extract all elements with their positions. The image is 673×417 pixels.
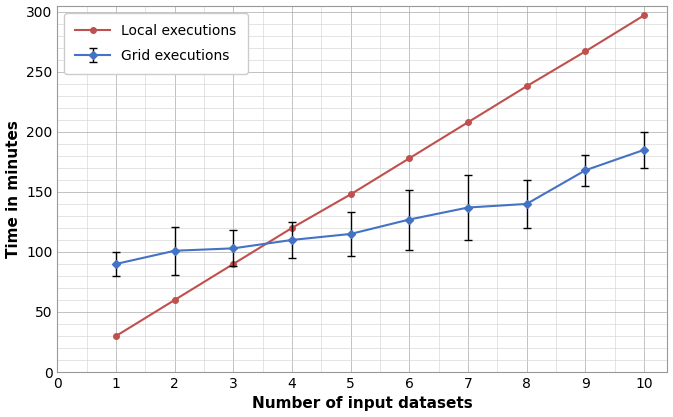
Local executions [581, 49, 590, 54]
Legend: Local executions, Grid executions: Local executions, Grid executions [65, 13, 248, 74]
X-axis label: Number of input datasets: Number of input datasets [252, 397, 472, 412]
Local executions [640, 13, 648, 18]
Line: Local executions: Local executions [113, 13, 647, 339]
Local executions [523, 84, 531, 89]
Y-axis label: Time in minutes: Time in minutes [5, 120, 21, 258]
Local executions [288, 226, 296, 231]
Local executions [229, 261, 238, 266]
Local executions [112, 334, 120, 339]
Local executions [347, 192, 355, 197]
Local executions [405, 156, 413, 161]
Local executions [464, 120, 472, 125]
Local executions [171, 297, 179, 302]
